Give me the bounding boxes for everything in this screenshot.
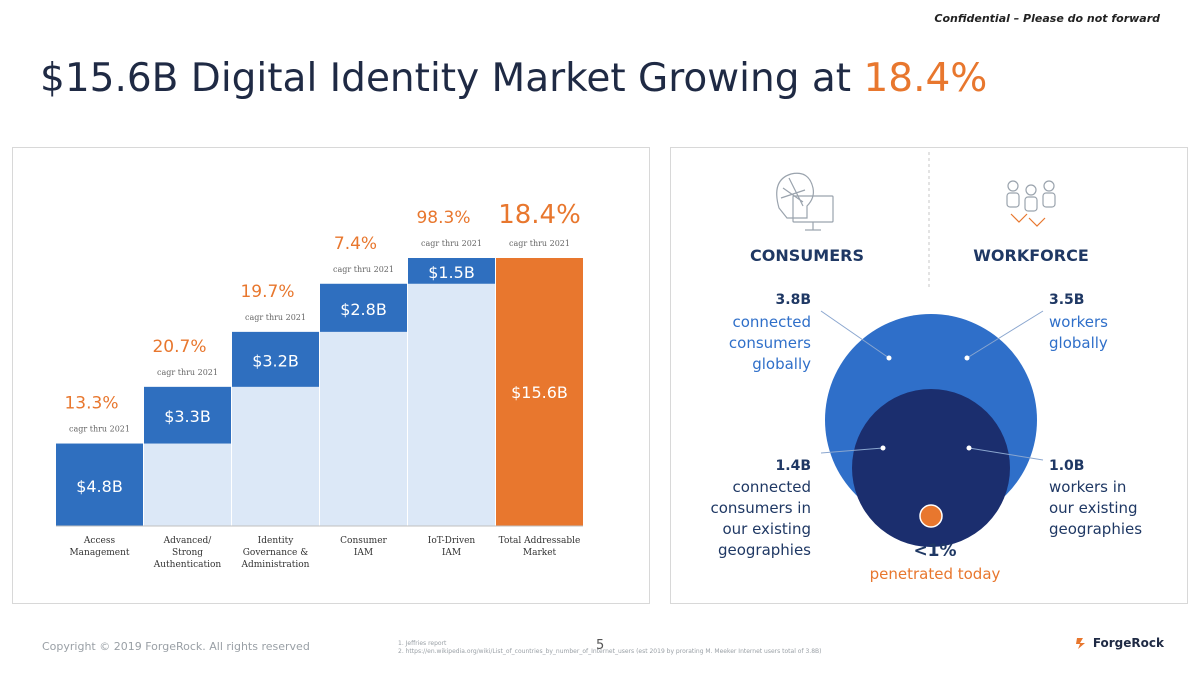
- cagr-value-0: 13.3%: [64, 394, 118, 414]
- bar-5: [496, 258, 583, 526]
- consumers-inner-desc-1: connected: [732, 478, 811, 496]
- bar-1: [144, 386, 231, 444]
- workforce-outer-desc-1: workers: [1049, 313, 1108, 331]
- workforce-inner-desc-2: our existing: [1049, 499, 1138, 517]
- category-label-0-1: Management: [69, 548, 129, 558]
- category-label-1-0: Advanced/: [163, 536, 213, 546]
- logo-text: ForgeRock: [1092, 636, 1164, 650]
- bar-base-3: [320, 331, 407, 526]
- workforce-inner-value: 1.0B: [1049, 458, 1084, 474]
- workforce-heading: WORKFORCE: [973, 246, 1089, 265]
- cagr-value-4: 98.3%: [416, 208, 470, 228]
- cagr-value-2: 19.7%: [240, 282, 294, 302]
- category-label-3-1: IAM: [354, 548, 373, 558]
- consumers-inner-desc-2: consumers in: [710, 499, 811, 517]
- forgerock-logo-icon: [1075, 638, 1085, 649]
- workforce-outer-desc-2: globally: [1049, 334, 1108, 352]
- bar-value-label-2: $3.2B: [252, 351, 299, 370]
- inner-circle: [852, 389, 1010, 547]
- copyright: Copyright © 2019 ForgeRock. All rights r…: [42, 640, 310, 653]
- category-label-2-0: Identity: [258, 536, 295, 546]
- title-main: $15.6B Digital Identity Market Growing a…: [40, 56, 864, 101]
- bar-base-4: [408, 283, 495, 526]
- category-label-5-1: Market: [523, 548, 557, 558]
- cagr-caption-5: cagr thru 2021: [509, 239, 570, 248]
- bar-value-label-5: $15.6B: [511, 383, 568, 402]
- consumers-inner-desc-3: our existing: [722, 520, 811, 538]
- category-label-3-0: Consumer: [340, 536, 387, 546]
- category-label-2-2: Administration: [241, 560, 310, 570]
- consumers-inner-desc-4: geographies: [718, 541, 811, 559]
- penetration-value: <1%: [913, 541, 956, 561]
- leader-lines: [820, 310, 1044, 461]
- category-label-0-0: Access: [83, 536, 116, 546]
- bar-value-label-4: $1.5B: [428, 263, 475, 282]
- waterfall-chart: $4.8B 13.3% cagr thru 2021 Access Management…: [56, 200, 583, 570]
- category-label-5-0: Total Addressable: [499, 536, 581, 546]
- penetration-desc: penetrated today: [870, 565, 1001, 583]
- bar-base-2: [232, 386, 319, 526]
- workforce-inner-desc-3: geographies: [1049, 520, 1142, 538]
- category-label-1-2: Authentication: [153, 560, 222, 570]
- cagr-caption-4: cagr thru 2021: [421, 239, 482, 248]
- page-number: 5: [596, 638, 605, 653]
- footer-sources: 1. Jeffries report 2. https://en.wikiped…: [398, 640, 1038, 656]
- consumer-head-icon: [776, 172, 834, 231]
- source-1: 1. Jeffries report: [398, 640, 447, 647]
- confidential-notice: Confidential – Please do not forward: [934, 12, 1160, 25]
- cagr-value-5: 18.4%: [498, 200, 581, 230]
- penetration-dot: [919, 504, 943, 528]
- workforce-people-icon: [1006, 180, 1056, 227]
- consumers-outer-desc-3: globally: [752, 355, 811, 373]
- consumers-outer-value: 3.8B: [776, 292, 811, 308]
- cagr-value-1: 20.7%: [152, 337, 206, 357]
- consumers-outer-desc-1: connected: [732, 313, 811, 331]
- bar-0: [56, 443, 143, 526]
- cagr-caption-1: cagr thru 2021: [157, 368, 218, 377]
- consumers-heading: CONSUMERS: [750, 246, 864, 265]
- market-chart-panel: $4.8B 13.3% cagr thru 2021 Access Management…: [12, 147, 650, 604]
- bar-base-1: [144, 443, 231, 526]
- consumers-inner-value: 1.4B: [776, 458, 811, 474]
- consumers-outer-desc-2: consumers: [729, 334, 811, 352]
- category-label-1-1: Strong: [172, 548, 203, 558]
- category-label-4-0: IoT-Driven: [428, 536, 476, 546]
- forgerock-logo: ForgeRock: [1075, 636, 1164, 650]
- workforce-outer-value: 3.5B: [1049, 292, 1084, 308]
- bar-4: [408, 258, 495, 284]
- penetration-diagram: CONSUMERS WORKFORCE 3.8B connected consu…: [710, 152, 1142, 583]
- penetration-panel: CONSUMERS WORKFORCE 3.8B connected consu…: [670, 147, 1188, 604]
- title-accent: 18.4%: [863, 56, 988, 101]
- cagr-caption-3: cagr thru 2021: [333, 265, 394, 274]
- bar-3: [320, 283, 407, 332]
- cagr-caption-2: cagr thru 2021: [245, 313, 306, 322]
- page-title: $15.6B Digital Identity Market Growing a…: [40, 56, 987, 101]
- bar-value-label-0: $4.8B: [76, 477, 123, 496]
- category-label-2-1: Governance &: [243, 548, 309, 558]
- bar-2: [232, 331, 319, 387]
- cagr-value-3: 7.4%: [334, 234, 377, 254]
- workforce-inner-desc-1: workers in: [1049, 478, 1126, 496]
- bar-value-label-3: $2.8B: [340, 300, 387, 319]
- source-2: 2. https://en.wikipedia.org/wiki/List_of…: [398, 648, 822, 655]
- category-label-4-1: IAM: [442, 548, 461, 558]
- cagr-caption-0: cagr thru 2021: [69, 425, 130, 434]
- bar-value-label-1: $3.3B: [164, 407, 211, 426]
